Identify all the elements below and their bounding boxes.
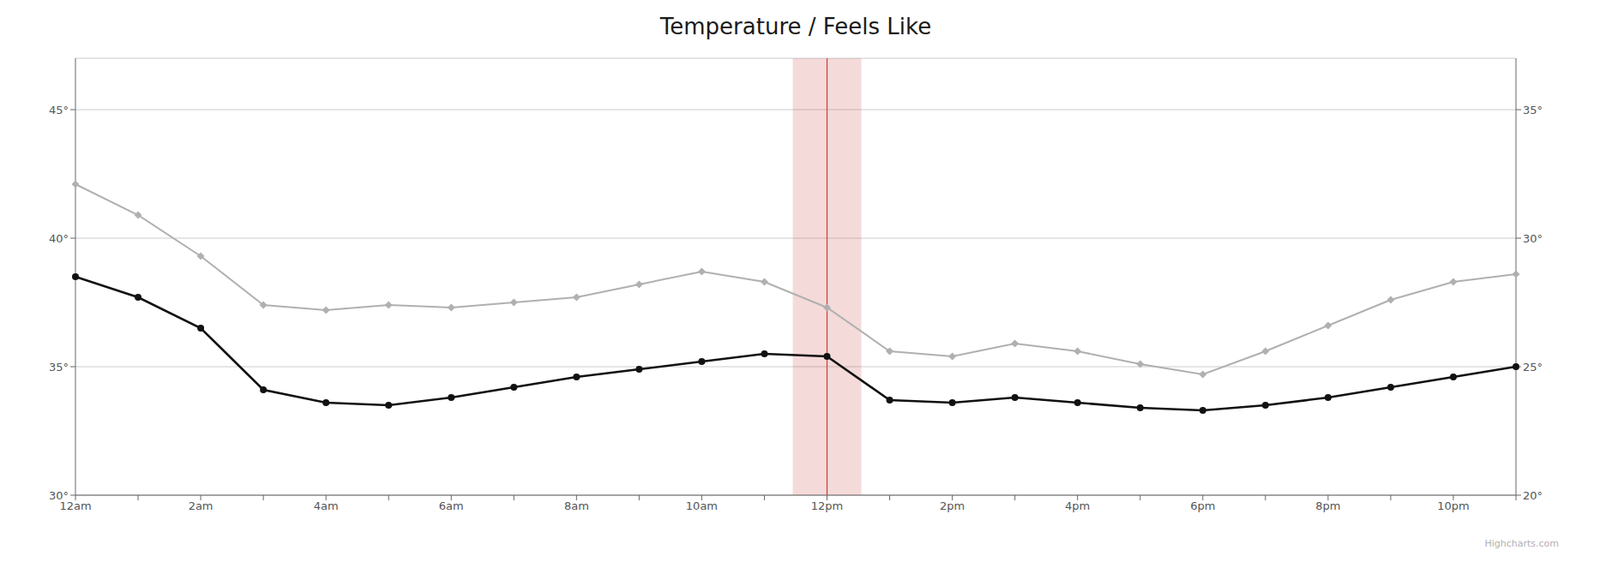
svg-text:35°: 35° [1522,103,1543,117]
svg-text:6pm: 6pm [1190,499,1216,513]
svg-text:40°: 40° [48,232,69,246]
svg-text:2pm: 2pm [939,499,965,513]
html-text:Highcharts.com: Highcharts.com [1484,538,1559,550]
svg-text:20°: 20° [1522,489,1543,503]
svg-text:2am: 2am [188,499,214,513]
html-text:Temperature / Feels Like: Temperature / Feels Like [660,13,932,40]
svg-text:35°: 35° [48,360,69,374]
svg-text:6am: 6am [439,499,464,513]
svg-text:4am: 4am [313,499,339,513]
svg-text:4pm: 4pm [1064,499,1090,513]
svg-text:25°: 25° [1522,360,1543,374]
svg-text:8pm: 8pm [1315,499,1341,513]
svg-text:30°: 30° [48,489,69,503]
svg-text:10am: 10am [685,499,718,513]
svg-text:30°: 30° [1522,232,1543,246]
svg-text:8am: 8am [564,499,590,513]
svg-text:12pm: 12pm [811,499,843,513]
svg-text:10pm: 10pm [1437,499,1469,513]
svg-text:12am: 12am [59,500,92,513]
svg-text:45°: 45° [48,103,69,117]
